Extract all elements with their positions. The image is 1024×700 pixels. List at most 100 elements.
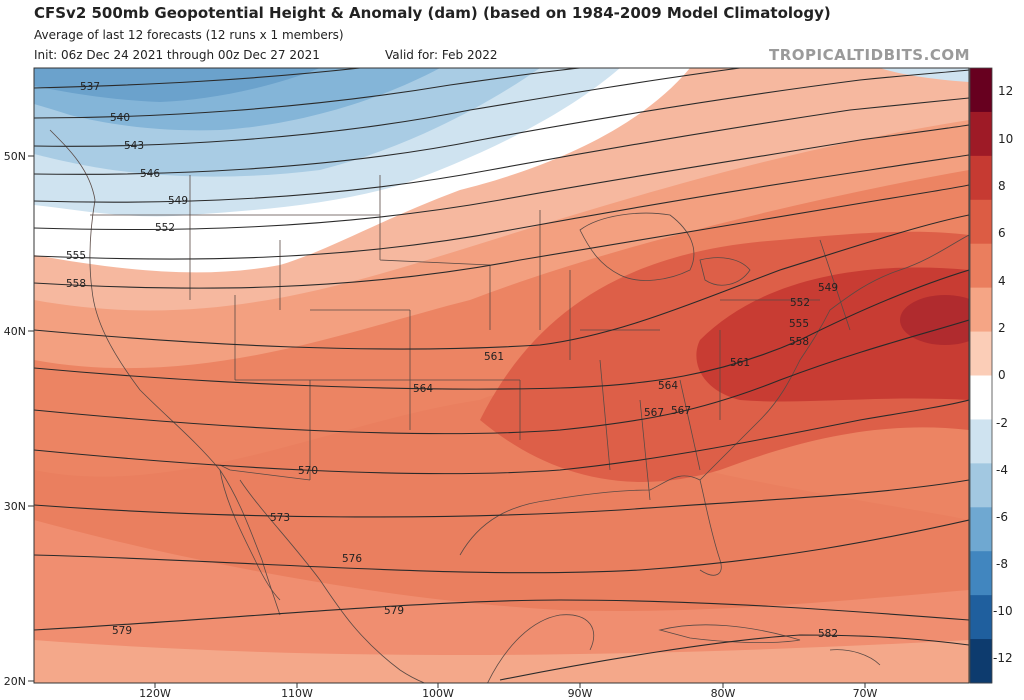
contour-label: 570 xyxy=(298,465,318,477)
contour-label: 564 xyxy=(413,383,433,395)
contour-label: 558 xyxy=(66,278,86,290)
contour-labels: 537 540 543 546 549 552 555 558 561 564 … xyxy=(66,81,838,640)
contour-579 xyxy=(34,599,969,631)
contour-label: 546 xyxy=(140,168,160,180)
colorbar-swatch xyxy=(970,287,992,333)
contour-label: 582 xyxy=(818,628,838,640)
contour-570 xyxy=(34,399,969,475)
colorbar-tick-label: 0 xyxy=(998,368,1006,382)
contour-label: 579 xyxy=(384,605,404,617)
cuba xyxy=(659,624,801,644)
great-lakes xyxy=(579,212,751,286)
latitude-axis: 50N 40N 30N 20N xyxy=(4,150,34,688)
contour-label: 552 xyxy=(155,222,175,234)
hispaniola xyxy=(829,649,881,666)
contour-537 xyxy=(34,68,361,89)
lon-label: 90W xyxy=(568,687,593,700)
colorbar-ticks: 12 10 8 6 4 2 0 -2 -4 -6 -8 -10 -12 xyxy=(993,84,1013,665)
colorbar: 12 10 8 6 4 2 0 -2 -4 -6 -8 -10 -12 xyxy=(969,67,1013,684)
contour-567 xyxy=(34,319,969,435)
colorbar-swatch xyxy=(970,199,992,245)
colorbar-swatch xyxy=(970,375,992,420)
contour-564 xyxy=(34,269,969,390)
contour-label: 561 xyxy=(484,351,504,363)
contour-label: 576 xyxy=(342,553,362,565)
contour-543 xyxy=(34,68,741,147)
contour-label: 579 xyxy=(112,625,132,637)
colorbar-swatch xyxy=(970,595,992,640)
contour-label: 558 xyxy=(789,336,809,348)
contour-label: 573 xyxy=(270,512,290,524)
colorbar-tick-label: 12 xyxy=(998,84,1013,98)
lat-label: 30N xyxy=(4,500,26,513)
lon-label: 80W xyxy=(711,687,736,700)
geography xyxy=(49,129,969,683)
contour-546 xyxy=(34,69,969,175)
height-contours xyxy=(34,68,969,681)
anomaly-neg-4 xyxy=(34,68,320,102)
anomaly-max xyxy=(900,295,969,345)
valid-time: Valid for: Feb 2022 xyxy=(385,48,498,62)
contour-label: 549 xyxy=(168,195,188,207)
contour-540 xyxy=(34,68,581,119)
colorbar-tick-label: -8 xyxy=(996,557,1008,571)
colorbar-tick-label: -12 xyxy=(993,651,1013,665)
coastline-mexico xyxy=(239,479,426,683)
lat-label: 20N xyxy=(4,675,26,688)
map-frame xyxy=(33,67,970,684)
contour-label: 555 xyxy=(66,250,86,262)
lat-label: 40N xyxy=(4,325,26,338)
contour-552 xyxy=(34,124,969,231)
colorbar-tick-label: -2 xyxy=(996,416,1008,430)
contour-label: 543 xyxy=(124,140,144,152)
colorbar-swatch xyxy=(970,331,992,376)
contour-555 xyxy=(34,154,969,260)
contour-label: 540 xyxy=(110,112,130,124)
colorbar-swatch xyxy=(970,507,992,552)
colorbar-swatch xyxy=(970,243,992,289)
coastline-yucatan xyxy=(487,614,595,683)
contour-label: 567 xyxy=(671,405,691,417)
colorbar-tick-label: -10 xyxy=(993,604,1013,618)
colorbar-tick-label: 6 xyxy=(998,226,1006,240)
contour-582 xyxy=(499,634,969,681)
colorbar-tick-label: 2 xyxy=(998,321,1006,335)
contour-label: 567 xyxy=(644,407,664,419)
contour-label: 549 xyxy=(818,282,838,294)
colorbar-swatch xyxy=(970,419,992,464)
lon-label: 100W xyxy=(422,687,454,700)
contour-label: 564 xyxy=(658,380,678,392)
contour-label: 555 xyxy=(789,318,809,330)
subtitle: Average of last 12 forecasts (12 runs x … xyxy=(34,28,344,42)
colorbar-tick-label: 4 xyxy=(998,274,1006,288)
colorbar-blocks xyxy=(970,68,992,684)
contour-label: 561 xyxy=(730,357,750,369)
lat-label: 50N xyxy=(4,150,26,163)
anomaly-band-8 xyxy=(696,267,969,402)
colorbar-swatch xyxy=(970,155,992,201)
colorbar-swatch xyxy=(970,463,992,508)
coastline-west xyxy=(49,129,281,616)
anomaly-band-south xyxy=(34,640,969,683)
contour-label: 537 xyxy=(80,81,100,93)
contour-558 xyxy=(34,184,969,289)
colorbar-swatch xyxy=(970,111,992,157)
colorbar-swatch xyxy=(970,551,992,596)
colorbar-tick-label: -6 xyxy=(996,510,1008,524)
colorbar-tick-label: 8 xyxy=(998,179,1006,193)
lon-label: 70W xyxy=(853,687,878,700)
coastline-east xyxy=(699,234,969,481)
contour-549 xyxy=(34,97,969,203)
contour-573 xyxy=(34,479,969,518)
anomaly-field xyxy=(34,68,969,683)
contour-561 xyxy=(34,214,969,350)
colorbar-tick-label: 10 xyxy=(998,132,1013,146)
colorbar-swatch xyxy=(970,639,992,684)
contour-576 xyxy=(34,519,969,574)
longitude-axis: 120W 110W 100W 90W 80W 70W xyxy=(139,683,878,700)
colorbar-tick-label: -4 xyxy=(996,463,1008,477)
lon-label: 120W xyxy=(139,687,171,700)
contour-label: 552 xyxy=(790,297,810,309)
colorbar-swatch xyxy=(970,68,992,113)
